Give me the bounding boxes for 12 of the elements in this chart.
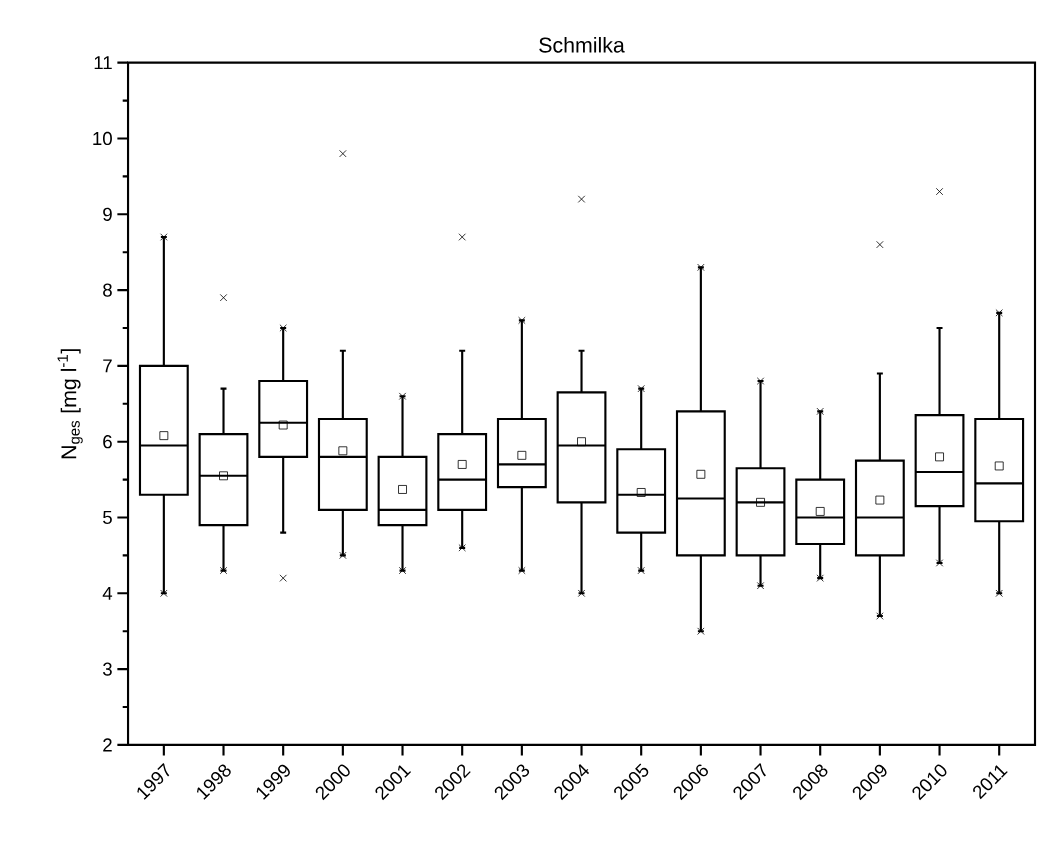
y-axis-title: N$_{ges}$ [mg l$^{-1}$] — [57, 349, 83, 459]
y-tick-label: 4 — [102, 586, 113, 600]
y-tick-label: 2 — [103, 738, 112, 752]
chart-title: Schmilka — [539, 37, 625, 53]
y-tick-label: 9 — [103, 207, 112, 221]
y-tick-label: 8 — [103, 283, 112, 297]
y-tick-label: 7 — [103, 359, 112, 373]
y-tick-label: 5 — [103, 511, 112, 525]
y-tick-label: 3 — [102, 662, 112, 676]
y-tick-label: 6 — [103, 435, 112, 449]
y-tick-label: 10 — [93, 131, 112, 146]
y-tick-label: 11 — [94, 56, 112, 70]
